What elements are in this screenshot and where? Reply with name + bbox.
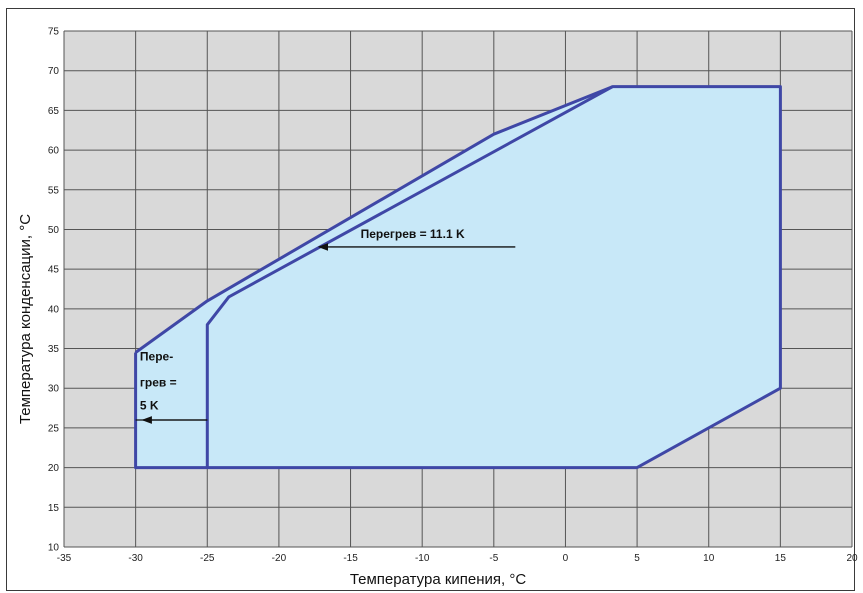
y-tick-label: 30 bbox=[48, 384, 60, 395]
x-tick-label: -10 bbox=[415, 553, 430, 564]
y-tick-labels: 10 15 20 25 30 35 40 45 50 55 60 65 70 75 bbox=[48, 27, 60, 554]
x-tick-label: -15 bbox=[343, 553, 358, 564]
x-axis-title: Температура кипения, °C bbox=[350, 571, 527, 588]
x-tick-label: 20 bbox=[846, 553, 858, 564]
y-tick-label: 35 bbox=[48, 344, 60, 355]
envelope-outlines bbox=[134, 85, 782, 470]
y-tick-label: 55 bbox=[48, 185, 60, 196]
y-tick-label: 20 bbox=[48, 463, 60, 474]
y-tick-label: 75 bbox=[48, 27, 60, 38]
y-tick-label: 70 bbox=[48, 66, 60, 77]
chart-frame bbox=[6, 8, 855, 591]
x-tick-label: -25 bbox=[200, 553, 215, 564]
y-tick-label: 45 bbox=[48, 265, 60, 276]
x-tick-label: 15 bbox=[775, 553, 787, 564]
y-tick-label: 50 bbox=[48, 225, 60, 236]
x-tick-label: -35 bbox=[57, 553, 72, 564]
y-tick-label: 60 bbox=[48, 146, 60, 157]
y-tick-label: 25 bbox=[48, 423, 60, 434]
envelope-fill-area bbox=[135, 86, 781, 468]
envelope-outline-5k bbox=[134, 85, 782, 470]
x-tick-label: 10 bbox=[703, 553, 715, 564]
annotation-text-superheat-11: Перегрев = 11.1 K bbox=[361, 227, 465, 241]
envelope-outline-11-1k bbox=[205, 85, 614, 468]
y-tick-label: 15 bbox=[48, 503, 60, 514]
x-tick-label: 5 bbox=[634, 553, 640, 564]
annotation-text-superheat-5-line: грев = bbox=[140, 376, 177, 390]
x-tick-label: -5 bbox=[489, 553, 498, 564]
y-tick-label: 65 bbox=[48, 106, 60, 117]
x-tick-labels: -35 -30 -25 -20 -15 -10 -5 0 5 10 15 20 bbox=[57, 553, 858, 564]
x-tick-label: -30 bbox=[128, 553, 143, 564]
x-tick-label: 0 bbox=[563, 553, 569, 564]
annotations: Перегрев = 11.1 K Пере-грев = 5 K bbox=[135, 227, 516, 424]
x-tick-label: -20 bbox=[272, 553, 287, 564]
y-axis-title: Температура конденсации, °C bbox=[17, 214, 34, 424]
annotation-text-superheat-5-line: 5 K bbox=[140, 399, 159, 413]
y-tick-label: 10 bbox=[48, 543, 60, 554]
annotation-text-superheat-5-line: Пере- bbox=[140, 349, 173, 363]
y-tick-label: 40 bbox=[48, 304, 60, 315]
